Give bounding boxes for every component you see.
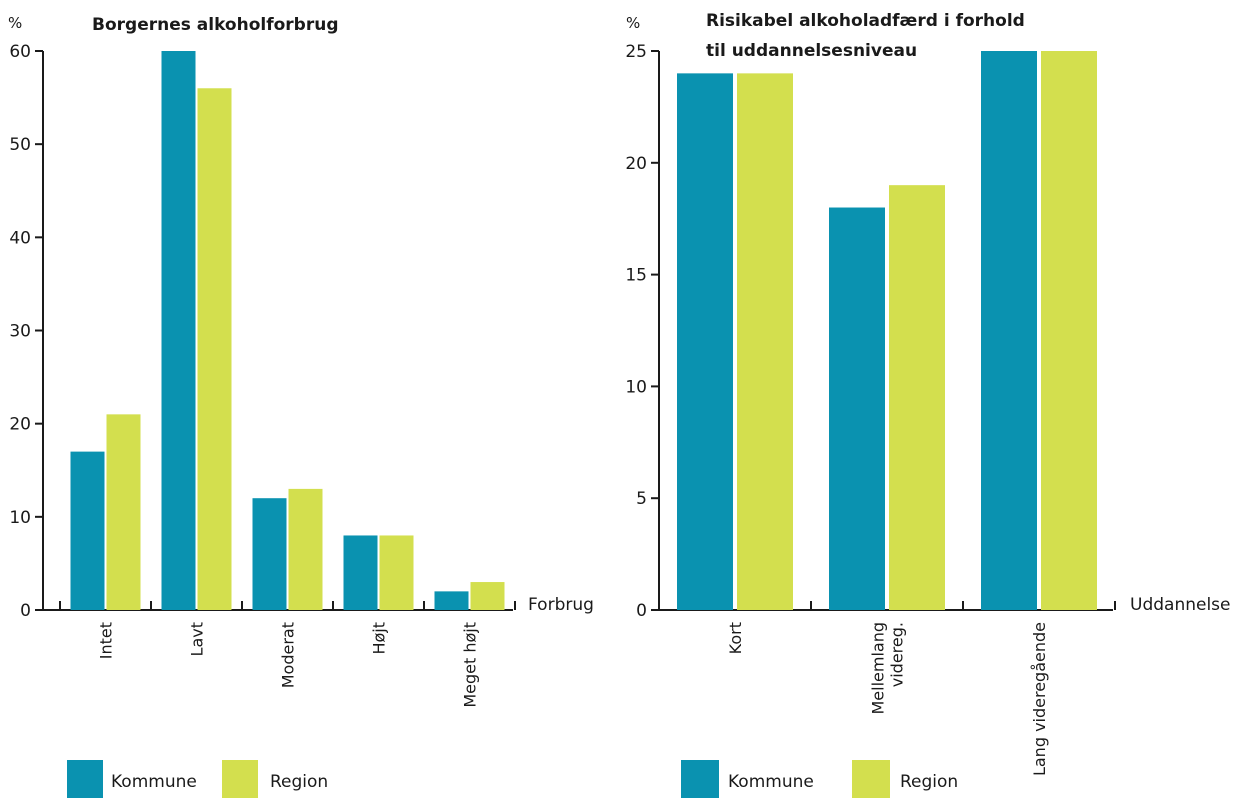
legend: Kommune Region: [67, 760, 328, 798]
category-label: Lang videregående: [1030, 622, 1049, 776]
chart-title: Borgernes alkoholforbrug: [92, 15, 339, 35]
y-tick-label: 5: [636, 489, 647, 509]
bar-region-3: [288, 488, 323, 610]
chart-title-line-2: til uddannelsesniveau: [706, 41, 917, 61]
bar-region-1: [106, 414, 141, 610]
bar-kommune-2: [829, 207, 885, 610]
legend-label-kommune: Kommune: [111, 772, 197, 792]
legend-swatch-region: [222, 760, 258, 798]
y-tick-label: 15: [625, 266, 647, 286]
category-labels: Kort Mellemlang videreg. Lang videregående: [726, 622, 1049, 776]
category-labels: Intet Lavt Moderat Højt Meget højt: [97, 622, 480, 708]
bar-region-2: [889, 185, 945, 610]
y-tick-label: 10: [625, 377, 647, 397]
category-label: Mellemlang: [869, 622, 888, 715]
legend-swatch-region: [852, 760, 890, 798]
chart-title-line-1: Risikabel alkoholadfærd i forhold: [706, 11, 1025, 31]
axes: 0 5 10 15 20 25: [625, 42, 1116, 621]
bar-region-1: [737, 73, 793, 611]
bar-kommune-1: [677, 73, 733, 611]
category-label: videreg.: [888, 622, 907, 687]
bar-kommune-1: [70, 451, 105, 610]
axes: 0 10 20 30 40 50 60: [9, 42, 516, 621]
bar-kommune-3: [252, 498, 287, 610]
y-tick-label: 25: [625, 42, 647, 62]
y-tick-label: 60: [9, 42, 31, 62]
category-label: Kort: [726, 622, 745, 654]
legend-label-kommune: Kommune: [728, 772, 814, 792]
y-tick-label: 50: [9, 135, 31, 155]
y-unit-label: %: [626, 14, 640, 32]
y-tick-label: 20: [625, 154, 647, 174]
bar-region-4: [379, 535, 414, 610]
category-label: Lavt: [188, 622, 207, 656]
legend-label-region: Region: [270, 772, 328, 792]
legend-swatch-kommune: [67, 760, 103, 798]
bar-region-2: [197, 88, 232, 611]
y-tick-label: 40: [9, 228, 31, 248]
bars: [70, 51, 505, 611]
legend: Kommune Region: [681, 760, 958, 798]
chart-alcohol-consumption: % Borgernes alkoholforbrug 0 10 20 30 40 50 60…: [8, 14, 594, 798]
y-tick-label: 0: [20, 601, 31, 621]
category-label: Meget højt: [461, 622, 480, 708]
y-tick-label: 20: [9, 415, 31, 435]
bar-region-5: [470, 582, 505, 610]
legend-swatch-kommune: [681, 760, 719, 798]
bar-kommune-3: [981, 51, 1037, 610]
y-tick-label: 30: [9, 322, 31, 342]
bars: [677, 51, 1097, 611]
bar-kommune-4: [343, 535, 378, 610]
category-label: Moderat: [279, 622, 298, 688]
y-tick-label: 0: [636, 601, 647, 621]
category-label: Højt: [370, 622, 389, 655]
legend-label-region: Region: [900, 772, 958, 792]
bar-kommune-5: [434, 591, 469, 610]
bar-region-3: [1041, 51, 1097, 610]
chart-risky-drinking-by-education: % Risikabel alkoholadfærd i forhold til …: [625, 11, 1231, 798]
category-label: Intet: [97, 622, 116, 659]
x-axis-label: Uddannelse: [1130, 595, 1231, 615]
y-tick-label: 10: [9, 508, 31, 528]
bar-kommune-2: [161, 51, 196, 610]
x-axis-label: Forbrug: [528, 595, 594, 615]
y-unit-label: %: [8, 14, 22, 32]
